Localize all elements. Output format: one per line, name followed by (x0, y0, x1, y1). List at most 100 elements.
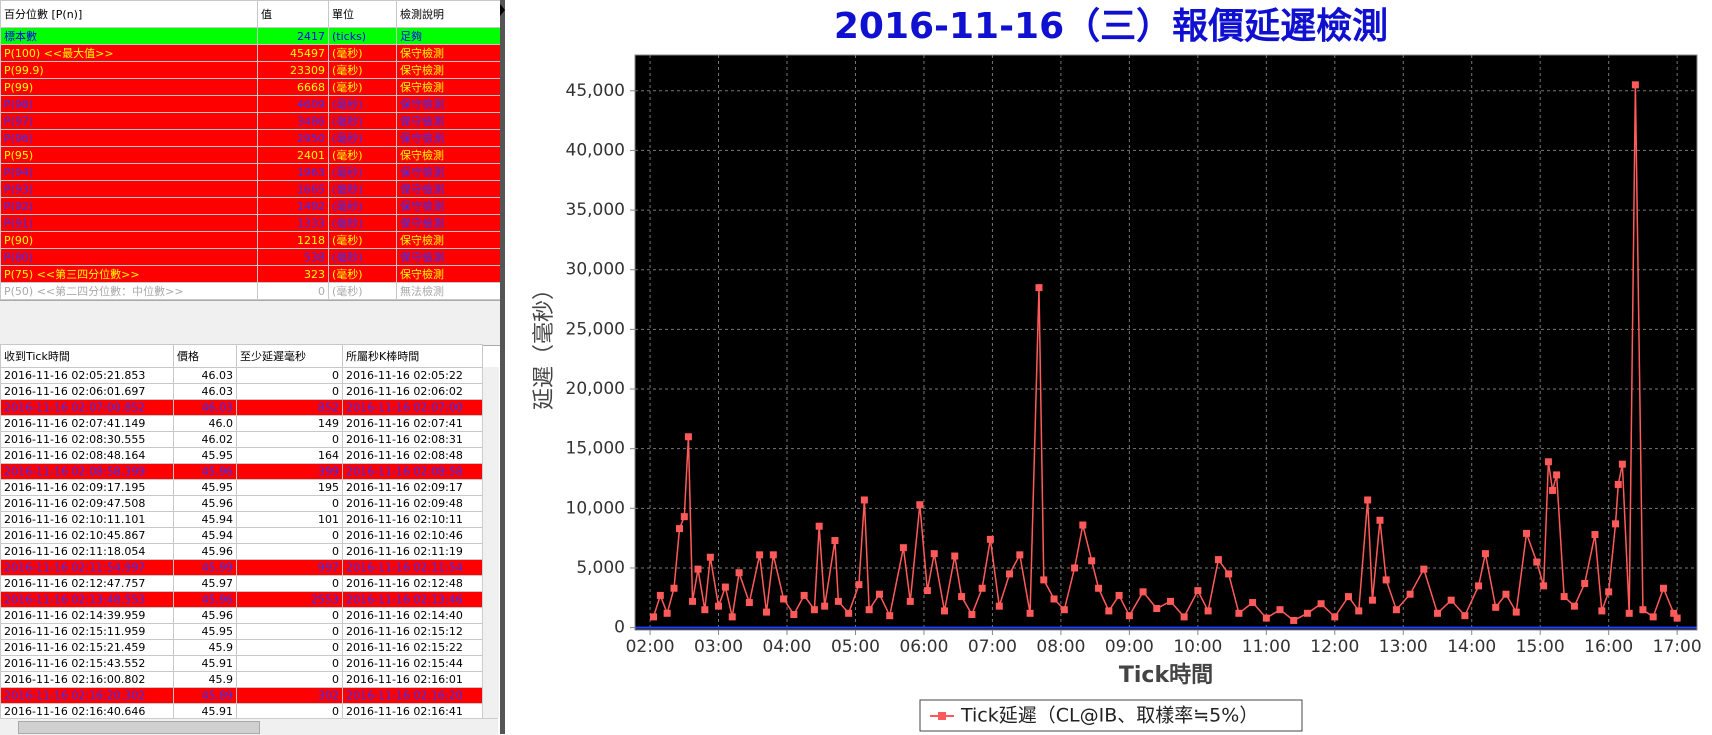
table-cell: 0 (236, 639, 343, 656)
table-cell: 2016-11-16 02:06:01.697 (0, 383, 174, 400)
data-point (1344, 593, 1352, 601)
table-cell: 4609 (257, 95, 329, 113)
table-cell: 46.02 (173, 431, 237, 448)
table-cell: 保守檢測 (396, 146, 501, 164)
table-cell: 45.91 (173, 655, 237, 672)
table-cell: 45.96 (173, 591, 237, 608)
data-point (1433, 609, 1441, 617)
chart: 2016-11-16（三）報價延遲檢測 延遲（毫秒） Tick時間 0 5,000… (532, 5, 1702, 732)
column-header: 所屬秒K棒時間 (342, 344, 483, 368)
table-row: 2016-11-16 02:07:41.149 46.0 149 2016-11-16… (0, 415, 483, 432)
table-cell: 2401 (257, 146, 329, 164)
horizontal-scrollbar[interactable] (0, 718, 498, 735)
data-point (845, 609, 853, 617)
data-point (923, 587, 931, 595)
data-point (855, 581, 863, 589)
data-point (1303, 609, 1311, 617)
table-row: 2016-11-16 02:16:20.302 45.89 302 2016-11-1… (0, 687, 483, 704)
data-point (1262, 614, 1270, 622)
splitter[interactable] (500, 0, 505, 734)
x-tick-label: 03:00 (694, 637, 743, 657)
chart-title: 2016-11-16（三）報價延遲檢測 (834, 5, 1388, 47)
table-cell: 852 (236, 399, 343, 416)
table-cell: 2417 (257, 27, 329, 45)
table-cell: 2016-11-16 02:10:45.867 (0, 527, 174, 544)
data-point (1035, 284, 1043, 292)
table-cell: (毫秒) (328, 112, 397, 130)
table-row: 2016-11-16 02:06:01.697 46.03 0 2016-11-16 … (0, 383, 483, 400)
data-point (715, 602, 723, 610)
data-point (1006, 570, 1014, 578)
data-point (810, 606, 818, 614)
panel-gap (0, 300, 500, 346)
table-row: P(92) 1492 (毫秒) 保守檢測 (0, 197, 501, 215)
data-point (1368, 596, 1376, 604)
table-cell: 2016-11-16 02:13:46 (342, 591, 483, 608)
data-point (821, 602, 829, 610)
table-cell: 2016-11-16 02:14:39.959 (0, 607, 174, 624)
data-point (1406, 590, 1414, 598)
data-point (656, 591, 664, 599)
data-point (899, 544, 907, 552)
x-tick-label: 09:00 (1105, 637, 1154, 657)
table-cell: P(93) (0, 180, 258, 198)
table-row: 2016-11-16 02:13:48.553 45.96 2553 2016-11-… (0, 591, 483, 608)
data-point (1461, 612, 1469, 620)
y-tick-label: 5,000 (576, 558, 625, 578)
table-cell: 45.89 (173, 687, 237, 704)
data-point (800, 591, 808, 599)
data-point (1540, 582, 1548, 590)
data-point (1570, 602, 1578, 610)
scroll-thumb[interactable] (18, 721, 260, 734)
data-point (1605, 588, 1613, 596)
data-point (958, 593, 966, 601)
table-row: P(99) 6668 (毫秒) 保守檢測 (0, 78, 501, 96)
table-cell: 2016-11-16 02:09:17 (342, 479, 483, 496)
table-cell: 1963 (257, 163, 329, 181)
y-tick-label: 10,000 (566, 498, 625, 518)
table-cell: 2016-11-16 02:10:46 (342, 527, 483, 544)
data-point (1549, 486, 1557, 494)
data-point (951, 552, 959, 560)
table-cell: 6668 (257, 78, 329, 96)
table-cell: 無法檢測 (396, 282, 501, 300)
table-cell: 足夠 (396, 27, 501, 45)
data-point (815, 522, 823, 530)
table-cell: (毫秒) (328, 146, 397, 164)
table-cell: 46.03 (173, 383, 237, 400)
table-cell: 0 (236, 543, 343, 560)
table-row: 2016-11-16 02:11:18.054 45.96 0 2016-11-16 … (0, 543, 483, 560)
x-tick-label: 14:00 (1447, 637, 1496, 657)
data-point (1276, 606, 1284, 614)
table-cell: 保守檢測 (396, 78, 501, 96)
plot-border (634, 54, 1698, 631)
table-cell: 2016-11-16 02:13:48.553 (0, 591, 174, 608)
table-row: P(80) 538 (毫秒) 保守檢測 (0, 248, 501, 266)
data-point (1560, 593, 1568, 601)
vertical-scrollbar[interactable] (482, 367, 499, 718)
data-point (1105, 607, 1113, 615)
x-tick-label: 11:00 (1242, 637, 1291, 657)
data-point (780, 595, 788, 603)
data-point (1153, 605, 1161, 613)
table-cell: 2016-11-16 02:15:11.959 (0, 623, 174, 640)
table-cell: 45.9 (173, 639, 237, 656)
y-tick-label: 40,000 (566, 140, 625, 160)
table-row: 2016-11-16 02:16:40.646 45.91 0 2016-11-16 … (0, 703, 483, 720)
table-row: 2016-11-16 02:14:39.959 45.96 0 2016-11-16 … (0, 607, 483, 624)
data-point (1071, 564, 1079, 572)
table-row: 2016-11-16 02:10:11.101 45.94 101 2016-11-1… (0, 511, 483, 528)
table-cell: 2016-11-16 02:16:01 (342, 671, 483, 688)
table-cell: 1665 (257, 180, 329, 198)
table-cell: 2016-11-16 02:10:11.101 (0, 511, 174, 528)
data-point (1659, 584, 1667, 592)
data-point (1050, 595, 1058, 603)
table-cell: 2016-11-16 02:11:19 (342, 543, 483, 560)
table-cell: 2016-11-16 02:16:20.302 (0, 687, 174, 704)
table-cell: (毫秒) (328, 197, 397, 215)
x-tick-label: 02:00 (626, 637, 675, 657)
table-cell: 45.99 (173, 559, 237, 576)
table-cell: 46.0 (173, 415, 237, 432)
data-point (940, 607, 948, 615)
data-point (1481, 550, 1489, 558)
